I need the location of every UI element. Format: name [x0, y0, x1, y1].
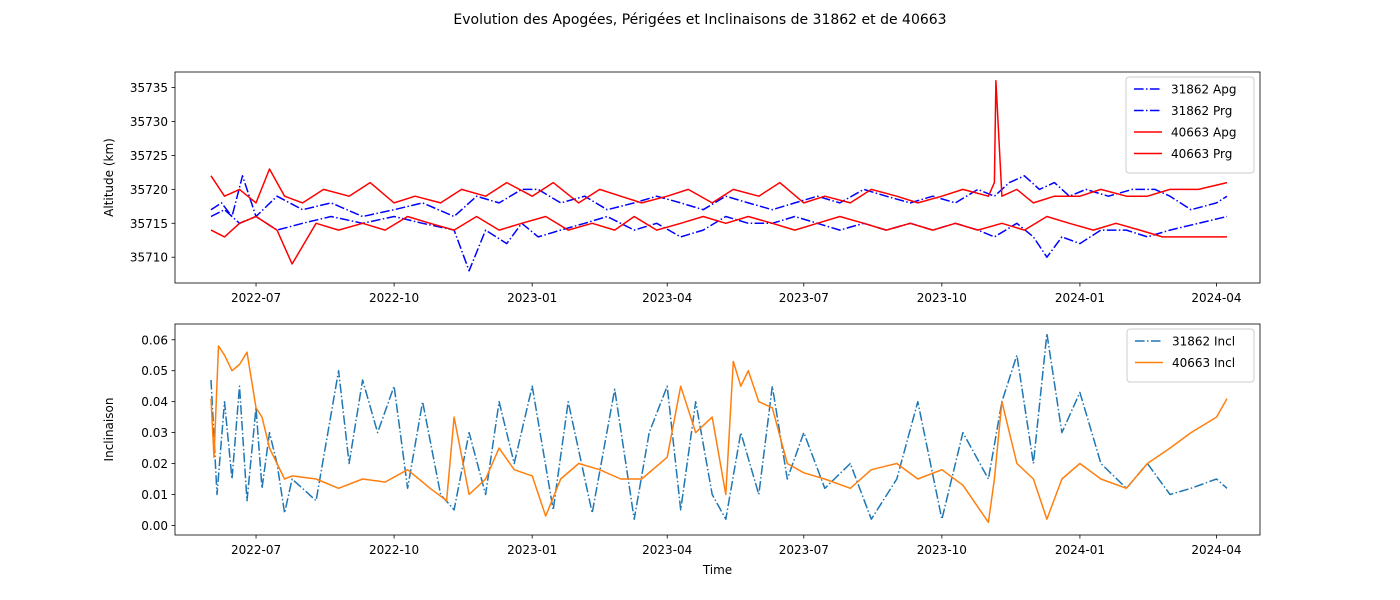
axes-frame — [174, 71, 1261, 284]
inclination-panel: 0.00 0.01 0.02 0.03 0.04 0.05 0.06 2022-07 2022-… — [102, 323, 1261, 577]
x-axis-label: Time — [702, 563, 732, 577]
altitude-panel: 35710 35715 35720 35725 35730 35735 2022-07 202… — [102, 71, 1261, 305]
x-tick-label: 2023-10 — [917, 291, 967, 305]
x-tick-label: 2022-10 — [369, 291, 419, 305]
y-tick-label: 35715 — [130, 217, 168, 231]
y-axis-label: Altitude (km) — [102, 138, 116, 217]
series-line-31862-prg — [210, 208, 1228, 272]
x-tick-label: 2023-01 — [507, 291, 557, 305]
series-line-40663-incl — [210, 345, 1228, 524]
x-tick-label: 2022-10 — [369, 543, 419, 557]
y-tick-label: 35730 — [130, 115, 168, 129]
legend-label: 40663 Apg — [1171, 126, 1236, 140]
x-tick-label: 2024-04 — [1191, 543, 1241, 557]
x-tick-label: 2023-07 — [779, 543, 829, 557]
y-axis-label: Inclinaison — [102, 398, 116, 462]
series-line-40663-apg — [210, 80, 1228, 204]
series-line-31862-apg — [210, 175, 1228, 218]
x-tick-label: 2024-01 — [1055, 543, 1105, 557]
legend-label: 40663 Prg — [1171, 147, 1232, 161]
y-tick-label: 35720 — [130, 183, 168, 197]
y-tick-label: 0.03 — [141, 426, 168, 440]
y-tick-label: 0.00 — [141, 519, 168, 533]
y-tick-label: 35735 — [130, 81, 168, 95]
legend-label: 31862 Apg — [1171, 83, 1236, 97]
y-tick-label: 0.06 — [141, 333, 168, 347]
x-tick-label: 2024-04 — [1191, 291, 1241, 305]
legend: 31862 Apg 31862 Prg 40663 Apg 40663 Prg — [1125, 76, 1255, 174]
legend-label: 31862 Prg — [1171, 104, 1232, 118]
x-tick-label: 2023-04 — [642, 291, 692, 305]
y-tick-label: 0.04 — [141, 395, 168, 409]
x-tick-label: 2023-07 — [779, 291, 829, 305]
y-tick-label: 0.02 — [141, 457, 168, 471]
x-tick-label: 2024-01 — [1055, 291, 1105, 305]
y-tick-label: 0.05 — [141, 364, 168, 378]
chart-title: Evolution des Apogées, Périgées et Incli… — [453, 12, 946, 28]
x-tick-label: 2022-07 — [231, 543, 281, 557]
series-line-40663-prg — [210, 215, 1227, 265]
legend-label: 40663 Incl — [1172, 356, 1235, 370]
y-tick-label: 35725 — [130, 149, 168, 163]
x-tick-label: 2023-01 — [507, 543, 557, 557]
series-line-31862-incl — [210, 332, 1228, 520]
legend: 31862 Incl 40663 Incl — [1126, 328, 1255, 383]
axes-frame — [174, 323, 1261, 536]
y-tick-label: 0.01 — [141, 488, 168, 502]
legend-label: 31862 Incl — [1172, 335, 1235, 349]
x-tick-label: 2023-04 — [642, 543, 692, 557]
x-tick-label: 2022-07 — [231, 291, 281, 305]
y-tick-label: 35710 — [130, 251, 168, 265]
x-tick-label: 2023-10 — [917, 543, 967, 557]
